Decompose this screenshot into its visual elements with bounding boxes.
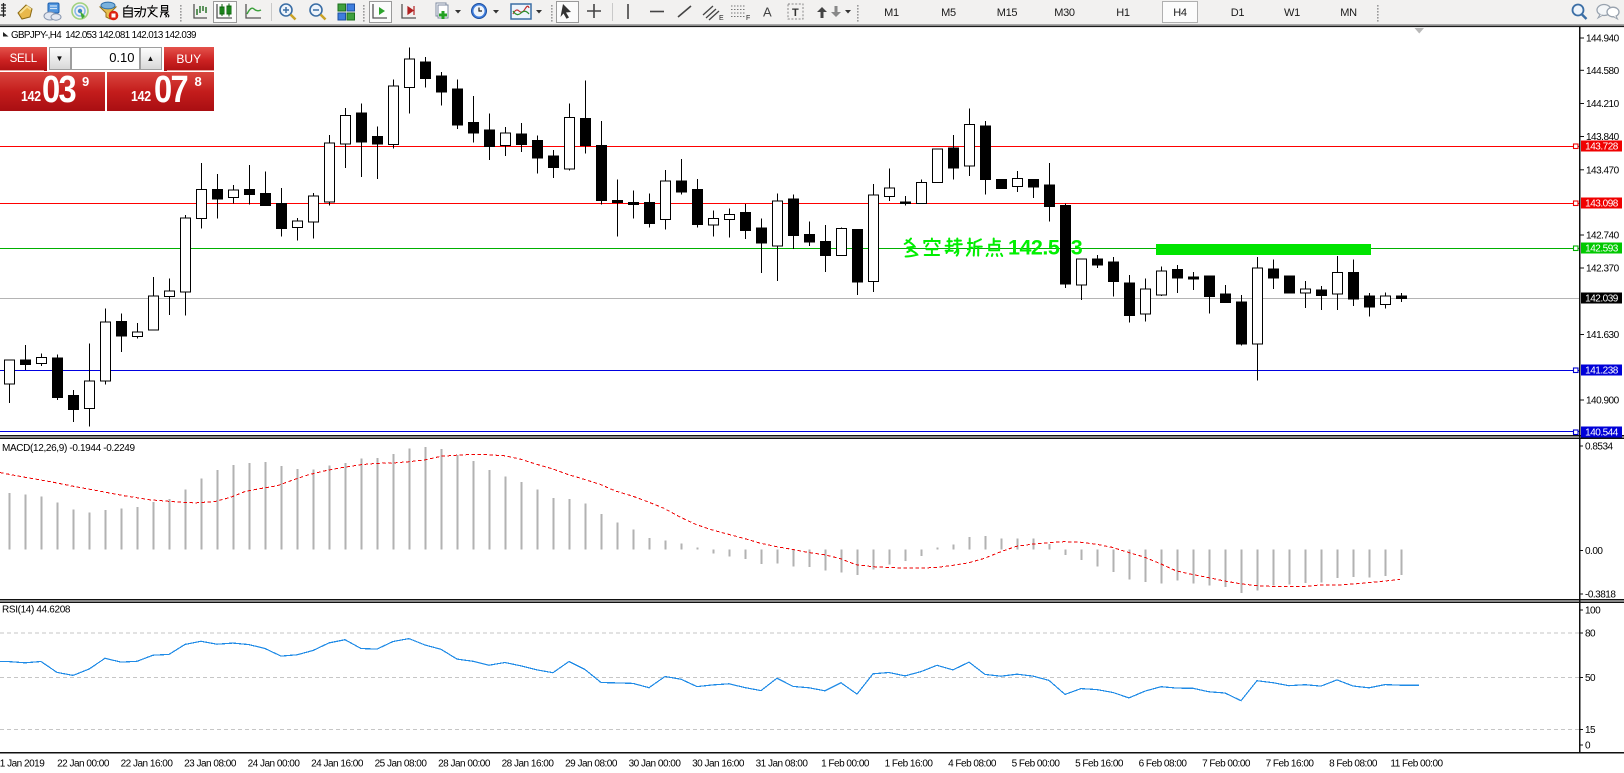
svg-text:31 Jan 08:00: 31 Jan 08:00 bbox=[756, 759, 809, 770]
svg-text:143.728: 143.728 bbox=[1585, 142, 1619, 153]
svg-text:E: E bbox=[719, 15, 724, 22]
svg-text:144.210: 144.210 bbox=[1586, 99, 1620, 110]
svg-text:24 Jan 16:00: 24 Jan 16:00 bbox=[311, 759, 364, 770]
svg-text:21 Jan 2019: 21 Jan 2019 bbox=[0, 759, 45, 770]
svg-text:W1: W1 bbox=[1284, 7, 1300, 19]
svg-text:0.00: 0.00 bbox=[1585, 546, 1603, 557]
svg-text:30 Jan 16:00: 30 Jan 16:00 bbox=[692, 759, 745, 770]
svg-text:5 Feb 00:00: 5 Feb 00:00 bbox=[1012, 759, 1061, 770]
svg-text:22 Jan 00:00: 22 Jan 00:00 bbox=[57, 759, 110, 770]
svg-text:M15: M15 bbox=[997, 7, 1018, 19]
svg-text:GBPJPY-,H4 142.053 142.081 14: GBPJPY-,H4 142.053 142.081 142.013 142.0… bbox=[11, 30, 196, 41]
svg-text:A: A bbox=[763, 5, 772, 20]
svg-text:RSI(14) 44.6208: RSI(14) 44.6208 bbox=[2, 605, 71, 616]
svg-text:141.238: 141.238 bbox=[1585, 366, 1619, 377]
svg-text:0: 0 bbox=[1585, 741, 1591, 752]
svg-text:50: 50 bbox=[1585, 673, 1596, 684]
svg-text:142.370: 142.370 bbox=[1586, 264, 1620, 275]
svg-text:15: 15 bbox=[1585, 725, 1596, 736]
svg-text:22 Jan 16:00: 22 Jan 16:00 bbox=[121, 759, 174, 770]
svg-text:30 Jan 00:00: 30 Jan 00:00 bbox=[629, 759, 682, 770]
svg-text:29 Jan 08:00: 29 Jan 08:00 bbox=[565, 759, 618, 770]
svg-text:80: 80 bbox=[1585, 629, 1596, 640]
svg-text:28 Jan 00:00: 28 Jan 00:00 bbox=[438, 759, 491, 770]
svg-text:M1: M1 bbox=[884, 7, 899, 19]
svg-text:-0.3818: -0.3818 bbox=[1585, 590, 1616, 601]
svg-text:F: F bbox=[746, 15, 750, 22]
svg-text:0.8534: 0.8534 bbox=[1585, 442, 1614, 453]
svg-text:140.544: 140.544 bbox=[1585, 428, 1619, 439]
svg-text:100: 100 bbox=[1585, 606, 1601, 617]
svg-text:1 Feb 16:00: 1 Feb 16:00 bbox=[885, 759, 934, 770]
svg-text:25 Jan 08:00: 25 Jan 08:00 bbox=[375, 759, 428, 770]
svg-text:11 Feb 00:00: 11 Feb 00:00 bbox=[1390, 759, 1443, 770]
svg-text:M30: M30 bbox=[1054, 7, 1075, 19]
svg-text:143.840: 143.840 bbox=[1586, 132, 1620, 143]
svg-text:6 Feb 08:00: 6 Feb 08:00 bbox=[1139, 759, 1188, 770]
svg-text:7 Feb 00:00: 7 Feb 00:00 bbox=[1202, 759, 1251, 770]
svg-text:143.470: 143.470 bbox=[1586, 165, 1620, 176]
svg-text:T: T bbox=[792, 7, 799, 19]
svg-text:142.593: 142.593 bbox=[1008, 236, 1083, 260]
svg-text:142.593: 142.593 bbox=[1585, 244, 1619, 255]
svg-text:140.900: 140.900 bbox=[1586, 396, 1620, 407]
svg-text:4 Feb 08:00: 4 Feb 08:00 bbox=[948, 759, 997, 770]
svg-text:143.098: 143.098 bbox=[1585, 199, 1619, 210]
svg-text:142.740: 142.740 bbox=[1586, 231, 1620, 242]
svg-text:144.940: 144.940 bbox=[1586, 34, 1620, 45]
svg-text:142.039: 142.039 bbox=[1585, 294, 1619, 305]
svg-text:8 Feb 08:00: 8 Feb 08:00 bbox=[1329, 759, 1378, 770]
svg-text:24 Jan 00:00: 24 Jan 00:00 bbox=[248, 759, 301, 770]
svg-text:1 Feb 00:00: 1 Feb 00:00 bbox=[821, 759, 870, 770]
svg-text:M5: M5 bbox=[941, 7, 956, 19]
svg-text:28 Jan 16:00: 28 Jan 16:00 bbox=[502, 759, 555, 770]
svg-text:144.580: 144.580 bbox=[1586, 66, 1620, 77]
svg-text:5 Feb 16:00: 5 Feb 16:00 bbox=[1075, 759, 1124, 770]
svg-text:H1: H1 bbox=[1116, 7, 1130, 19]
svg-text:MACD(12,26,9) -0.1944 -0.2249: MACD(12,26,9) -0.1944 -0.2249 bbox=[2, 443, 135, 454]
svg-text:D1: D1 bbox=[1231, 7, 1245, 19]
svg-text:23 Jan 08:00: 23 Jan 08:00 bbox=[184, 759, 237, 770]
svg-text:H4: H4 bbox=[1173, 7, 1187, 19]
svg-text:141.630: 141.630 bbox=[1586, 330, 1620, 341]
svg-text:7 Feb 16:00: 7 Feb 16:00 bbox=[1266, 759, 1315, 770]
svg-text:MN: MN bbox=[1340, 7, 1357, 19]
